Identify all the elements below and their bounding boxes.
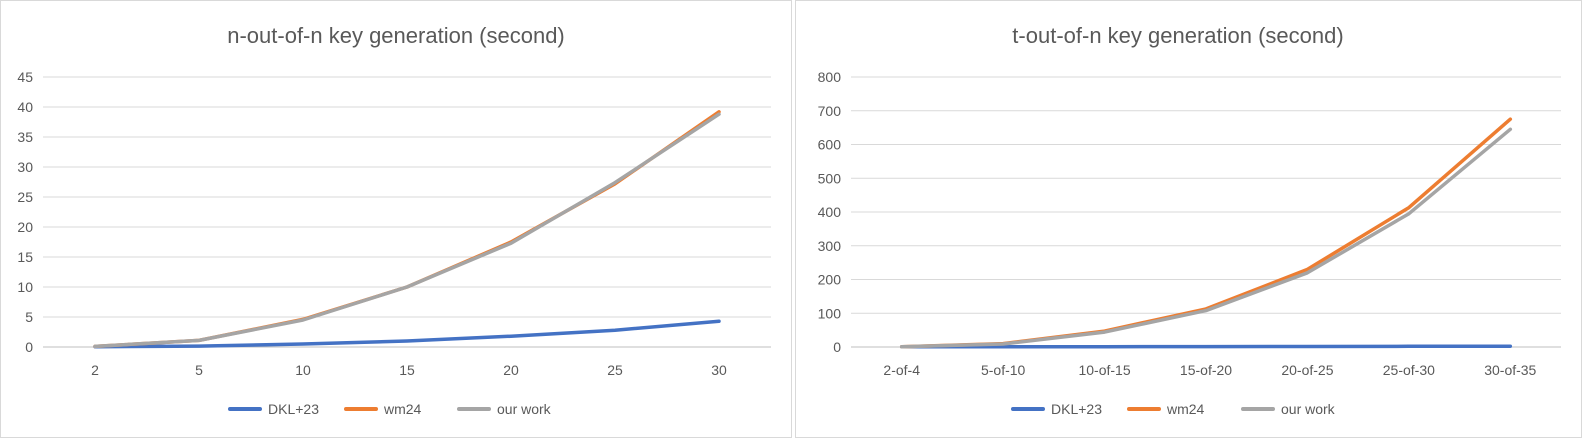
x-tick-label: 2-of-4 bbox=[883, 362, 920, 378]
y-tick-label: 45 bbox=[17, 69, 33, 85]
y-axis-ticks: 0 100 200 300 400 500 600 700 800 bbox=[818, 69, 842, 355]
x-tick-label: 30-of-35 bbox=[1484, 362, 1536, 378]
y-tick-label: 15 bbox=[17, 249, 33, 265]
x-axis-ticks: 2 5 10 15 20 25 30 bbox=[91, 362, 727, 378]
legend: DKL+23 wm24 our work bbox=[228, 401, 552, 417]
x-tick-label: 5-of-10 bbox=[981, 362, 1026, 378]
y-tick-label: 25 bbox=[17, 189, 33, 205]
y-tick-label: 500 bbox=[818, 170, 842, 186]
n-out-of-n-chart-panel: n-out-of-n key generation (second) 0 5 10 1… bbox=[0, 0, 792, 438]
series-line-dkl-23 bbox=[93, 319, 721, 349]
series-line-dkl-23 bbox=[899, 344, 1513, 349]
y-tick-label: 40 bbox=[17, 99, 33, 115]
y-tick-label: 30 bbox=[17, 159, 33, 175]
y-tick-label: 400 bbox=[818, 204, 842, 220]
x-tick-label: 20 bbox=[503, 362, 519, 378]
chart-title: n-out-of-n key generation (second) bbox=[227, 23, 565, 48]
y-tick-label: 0 bbox=[25, 339, 33, 355]
y-tick-label: 200 bbox=[818, 272, 842, 288]
x-tick-label: 20-of-25 bbox=[1281, 362, 1333, 378]
y-axis-ticks: 0 5 10 15 20 25 30 35 40 45 bbox=[17, 69, 33, 355]
x-tick-label: 25 bbox=[607, 362, 623, 378]
n-out-of-n-chart: n-out-of-n key generation (second) 0 5 10 1… bbox=[17, 23, 771, 417]
t-out-of-n-chart-panel: t-out-of-n key generation (second) 0 100 2… bbox=[795, 0, 1582, 438]
chart-title: t-out-of-n key generation (second) bbox=[1012, 23, 1343, 48]
legend-label-wm24: wm24 bbox=[1166, 401, 1205, 417]
gridlines bbox=[851, 76, 1561, 348]
y-tick-label: 35 bbox=[17, 129, 33, 145]
y-tick-label: 300 bbox=[818, 238, 842, 254]
legend-label-dkl23: DKL+23 bbox=[1051, 401, 1102, 417]
legend: DKL+23 wm24 our work bbox=[1011, 401, 1336, 417]
legend-label-our-work: our work bbox=[497, 401, 552, 417]
x-tick-label: 30 bbox=[711, 362, 727, 378]
series-line-wm24 bbox=[93, 110, 721, 349]
series-line-our-work bbox=[899, 127, 1513, 349]
gridlines bbox=[43, 76, 771, 348]
x-tick-label: 10-of-15 bbox=[1078, 362, 1130, 378]
series-lines bbox=[93, 110, 721, 349]
t-out-of-n-chart: t-out-of-n key generation (second) 0 100 2… bbox=[818, 23, 1561, 417]
y-tick-label: 700 bbox=[818, 103, 842, 119]
legend-label-wm24: wm24 bbox=[383, 401, 422, 417]
x-axis-ticks: 2-of-4 5-of-10 10-of-15 15-of-20 20-of-25 25-… bbox=[883, 362, 1536, 378]
y-tick-label: 600 bbox=[818, 137, 842, 153]
legend-label-our-work: our work bbox=[1281, 401, 1336, 417]
x-tick-label: 25-of-30 bbox=[1383, 362, 1435, 378]
y-tick-label: 100 bbox=[818, 305, 842, 321]
x-tick-label: 5 bbox=[195, 362, 203, 378]
series-line-our-work bbox=[93, 112, 721, 349]
series-lines bbox=[899, 117, 1513, 349]
y-tick-label: 0 bbox=[833, 339, 841, 355]
series-line-wm24 bbox=[899, 117, 1513, 349]
y-tick-label: 10 bbox=[17, 279, 33, 295]
y-tick-label: 5 bbox=[25, 309, 33, 325]
x-tick-label: 2 bbox=[91, 362, 99, 378]
x-tick-label: 15-of-20 bbox=[1180, 362, 1232, 378]
x-tick-label: 10 bbox=[295, 362, 311, 378]
y-tick-label: 20 bbox=[17, 219, 33, 235]
legend-label-dkl23: DKL+23 bbox=[268, 401, 319, 417]
x-tick-label: 15 bbox=[399, 362, 415, 378]
y-tick-label: 800 bbox=[818, 69, 842, 85]
